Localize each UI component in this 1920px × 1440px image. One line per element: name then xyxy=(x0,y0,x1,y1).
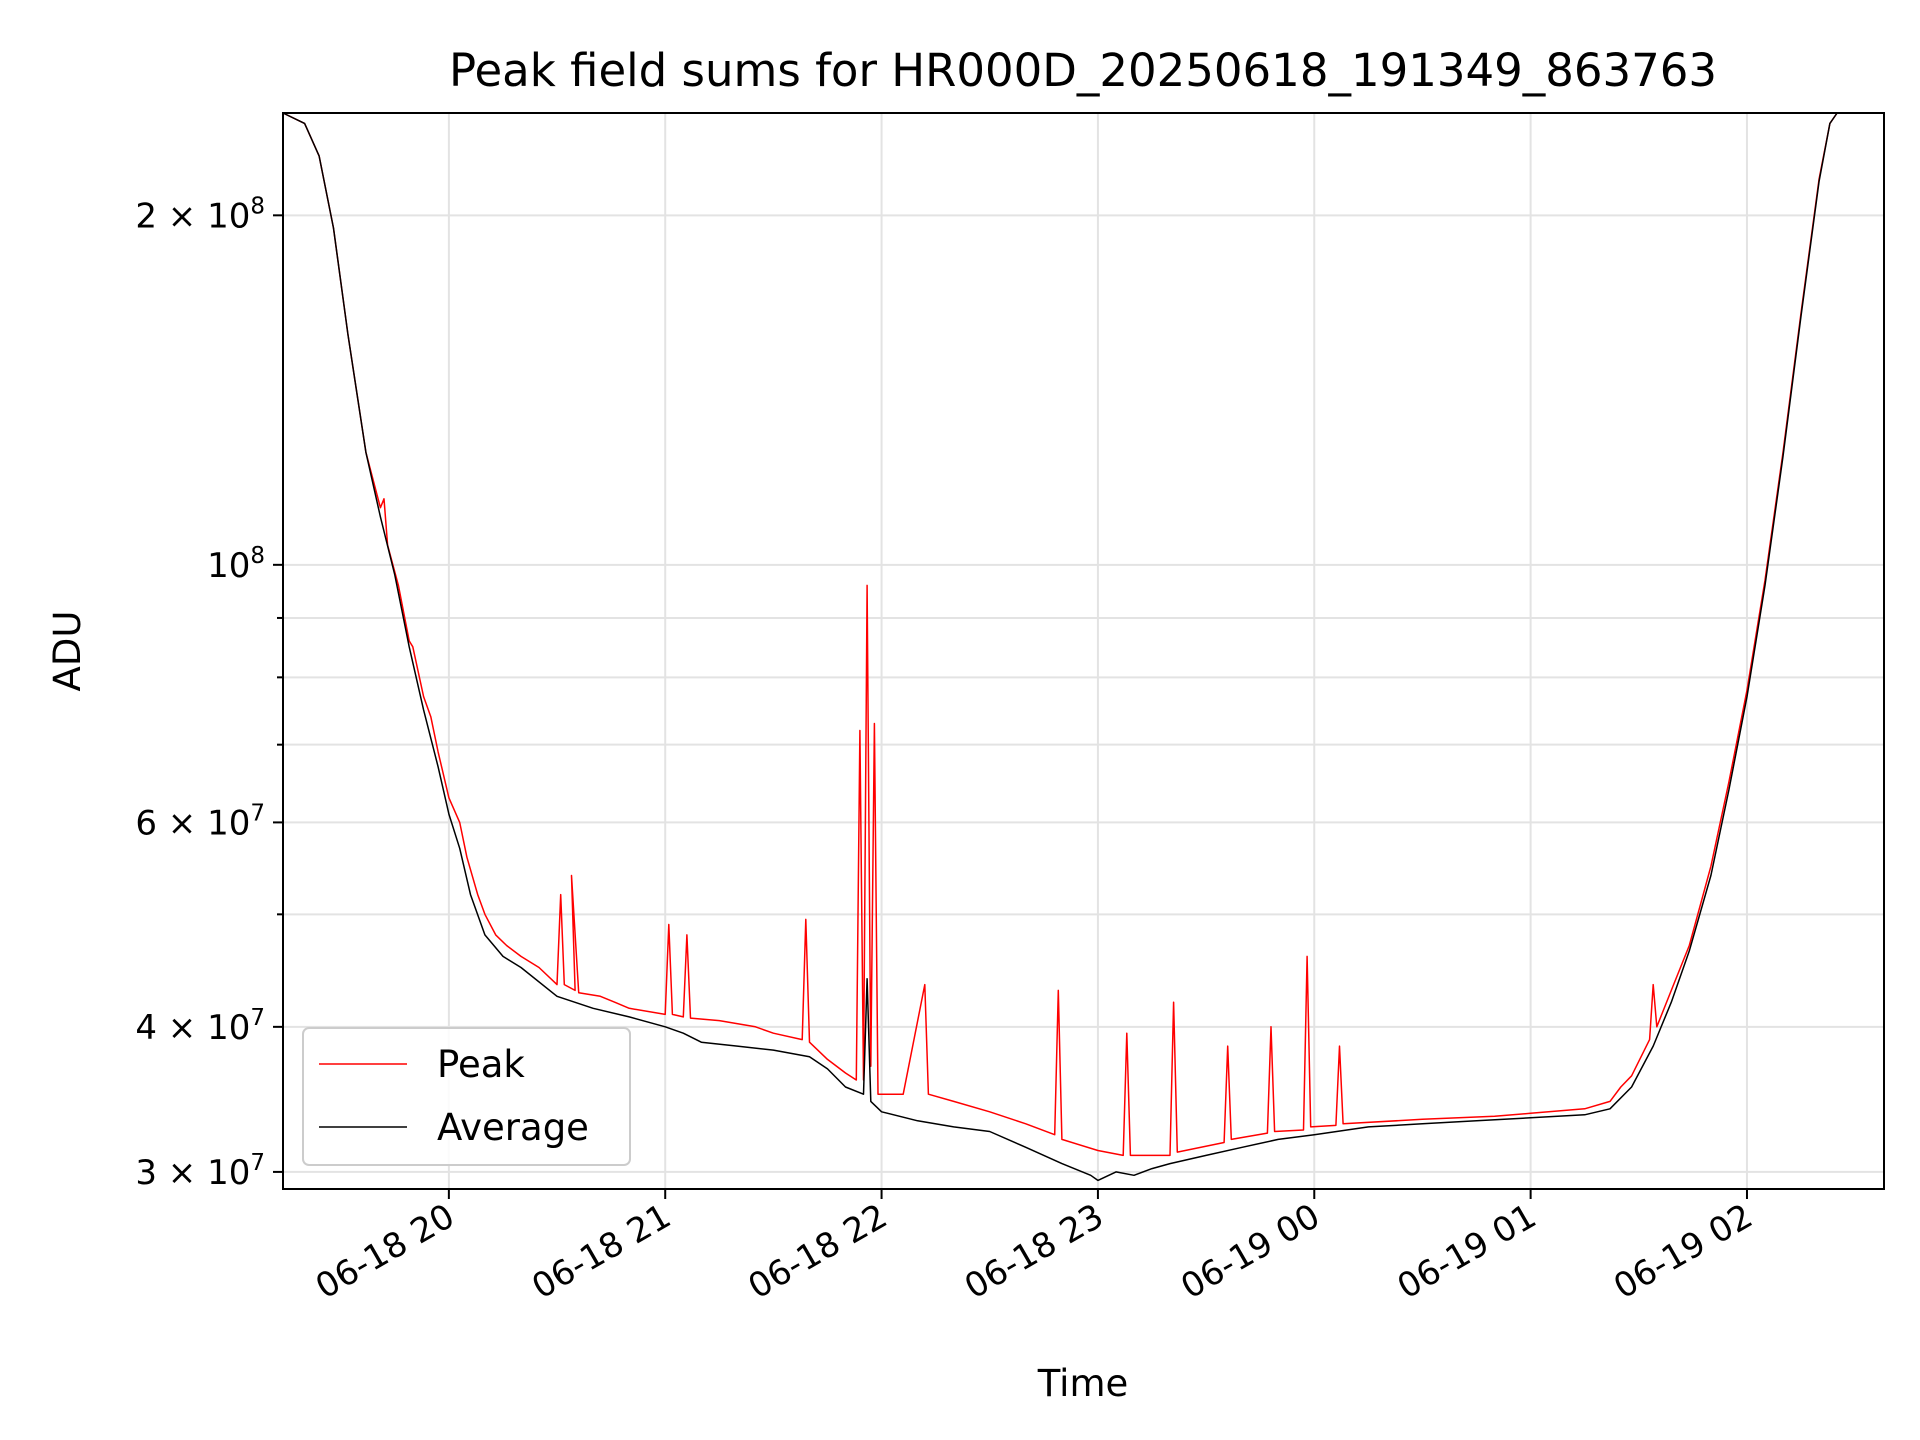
y-tick-base: 10 xyxy=(207,546,250,586)
grid xyxy=(283,113,1884,1189)
legend-box xyxy=(302,1027,631,1166)
x-axis: 06-18 20 06-18 21 06-18 22 06-18 23 06-19 00… xyxy=(309,1189,1759,1307)
series-line-average xyxy=(282,112,1838,1182)
x-tick-label: 06-19 00 xyxy=(1174,1196,1326,1307)
y-tick-base: 6 × 10 xyxy=(135,803,250,843)
y-tick-exponent: 7 xyxy=(250,800,265,826)
y-tick-exponent: 7 xyxy=(250,1150,265,1176)
y-tick-base: 2 × 10 xyxy=(135,196,250,236)
x-tick-label: 06-19 02 xyxy=(1607,1196,1759,1307)
series-line-peak xyxy=(282,112,1838,1157)
y-tick-label: 6 × 107 xyxy=(135,800,265,843)
x-tick-label: 06-18 23 xyxy=(958,1196,1110,1307)
plot-area xyxy=(282,112,1838,1182)
legend-label-average: Average xyxy=(437,1106,589,1149)
chart-title: Peak field sums for HR000D_20250618_1913… xyxy=(449,44,1717,97)
y-tick-label: 4 × 107 xyxy=(135,1005,265,1048)
y-tick-label: 108 xyxy=(207,543,265,586)
x-tick-label: 06-18 22 xyxy=(742,1196,894,1307)
legend-label-peak: Peak xyxy=(437,1043,525,1086)
y-tick-label: 2 × 108 xyxy=(135,193,265,236)
y-tick-exponent: 8 xyxy=(250,543,265,569)
x-tick-label: 06-18 21 xyxy=(525,1196,677,1307)
y-tick-label: 3 × 107 xyxy=(135,1150,265,1193)
y-tick-exponent: 7 xyxy=(250,1005,265,1031)
x-axis-label: Time xyxy=(1037,1362,1129,1405)
y-tick-base: 3 × 10 xyxy=(135,1153,250,1193)
y-axis-label: ADU xyxy=(46,611,89,692)
x-tick-label: 06-18 20 xyxy=(309,1196,461,1307)
y-tick-exponent: 8 xyxy=(250,193,265,219)
legend: Peak Average xyxy=(302,1027,631,1166)
axes-frame xyxy=(282,112,1885,1190)
y-tick-base: 4 × 10 xyxy=(135,1008,250,1048)
x-tick-label: 06-19 01 xyxy=(1391,1196,1543,1307)
